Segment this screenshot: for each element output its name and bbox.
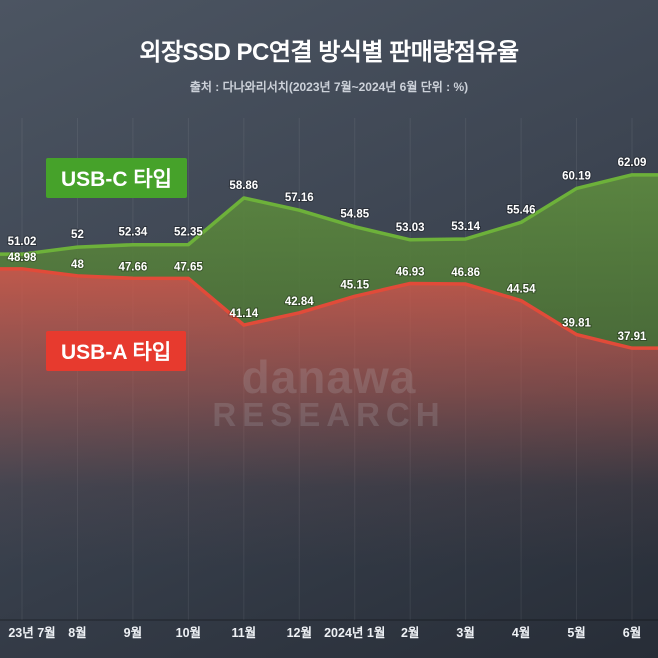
usba-value-label: 48 (71, 259, 84, 271)
x-tick-label: 9월 (124, 625, 142, 640)
chart-title: 외장SSD PC연결 방식별 판매량점유율 (139, 39, 519, 66)
usba-value-label: 42.84 (285, 296, 314, 308)
x-tick-label: 4월 (512, 625, 530, 640)
value-labels: 51.02 48.98 52 48 52.34 47.66 52.35 47.65 58.86 4… (7, 156, 648, 344)
usbc-area (0, 174, 658, 349)
usbc-value-label: 60.19 (562, 170, 591, 182)
usbc-value-label: 54.85 (340, 209, 369, 221)
usba-value-label: 46.93 (396, 267, 425, 279)
usbc-value-label: 52.34 (119, 227, 148, 239)
chart-subtitle: 출처 : 다나와리서치(2023년 7월~2024년 6월 단위 : %) (189, 80, 469, 94)
x-tick-label: 2월 (401, 625, 419, 640)
x-tick-label: 8월 (68, 625, 86, 640)
usbc-value-label: 62.09 (618, 157, 647, 169)
usba-value-label: 41.14 (229, 308, 258, 320)
usbc-value-label: 52 (71, 229, 84, 241)
usbc-value-label: 53.03 (396, 222, 425, 234)
usba-value-label: 48.98 (8, 252, 37, 264)
x-tick-label: 12월 (287, 625, 312, 640)
usbc-value-label: 52.35 (174, 227, 203, 239)
usba-value-label: 37.91 (618, 331, 647, 343)
x-tick-label: 2024년 1월 (324, 625, 385, 640)
usbc-line (0, 173, 658, 256)
series-areas (0, 173, 658, 620)
usbc-value-label: 51.02 (8, 236, 37, 248)
usbc-value-label: 55.46 (507, 204, 536, 216)
x-tick-label: 11월 (231, 625, 256, 640)
usba-value-label: 46.86 (451, 267, 480, 279)
x-tick-label: 5월 (567, 625, 585, 640)
x-tick-label: 6월 (623, 625, 641, 640)
usba-value-label: 47.65 (174, 261, 203, 273)
x-axis-labels: 23년 7월 8월 9월 10월 11월 12월 2024년 1월 2월 3월 4월 5월 6월 (8, 625, 641, 640)
x-tick-label: 23년 7월 (8, 625, 55, 640)
usbc-value-label: 53.14 (451, 221, 480, 233)
usba-value-label: 39.81 (562, 318, 591, 330)
usba-value-label: 45.15 (340, 279, 369, 291)
x-tick-label: 10월 (176, 625, 201, 640)
usbc-value-label: 57.16 (285, 192, 314, 204)
usba-value-label: 47.66 (119, 261, 148, 273)
x-tick-label: 3월 (456, 625, 474, 640)
usba-value-label: 44.54 (507, 284, 536, 296)
legend-usbc-label: USB-C 타입 (46, 158, 187, 198)
usbc-value-label: 58.86 (229, 180, 258, 192)
legend-usba-label: USB-A 타입 (46, 331, 187, 371)
usba-line (0, 267, 658, 350)
